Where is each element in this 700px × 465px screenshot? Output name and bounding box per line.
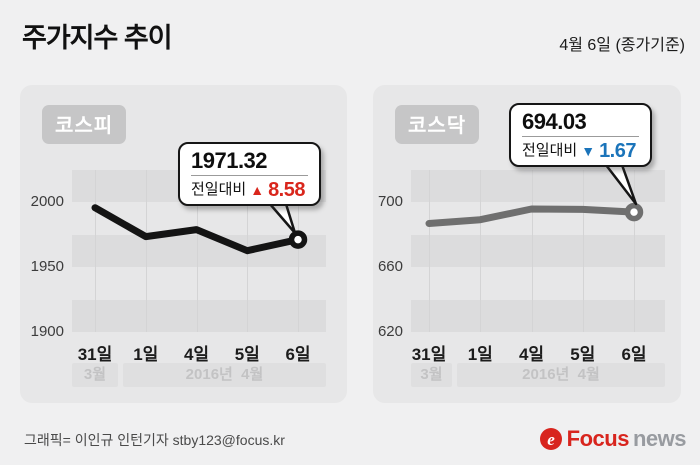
- page-title: 주가지수 추이: [22, 23, 173, 53]
- x-axis-tick-label: 1일: [133, 345, 159, 364]
- month-band-march: 3월: [72, 363, 118, 387]
- down-triangle-icon: ▼: [581, 143, 596, 159]
- vertical-gridline: [634, 170, 635, 332]
- x-axis-tick-label: 6일: [285, 345, 311, 364]
- month-band-april: 2016년 4월: [457, 363, 665, 387]
- last-value-marker: [288, 230, 308, 249]
- date-note: 4월 6일 (종가기준): [559, 37, 685, 54]
- trend-polyline: [91, 204, 302, 255]
- kospi-change-value: 8.58: [268, 179, 305, 201]
- y-axis-tick-label: 660: [377, 258, 403, 276]
- month-band-march: 3월: [411, 363, 452, 387]
- up-triangle-icon: ▲: [250, 182, 265, 198]
- focus-news-logo-icon: e: [539, 428, 562, 450]
- kosdaq-panel: 620 660 700 6일 5일 4일 1일 31일 2016년 4월 3월 코스닥 694.0…: [373, 85, 681, 403]
- y-axis-tick-label: 2000: [30, 193, 64, 211]
- kosdaq-callout-tail: [604, 165, 638, 206]
- kospi-callout-tail: [268, 204, 297, 235]
- logo-suffix-text: news: [632, 426, 687, 451]
- focus-news-logo: e Focus news: [539, 426, 687, 452]
- vertical-gridline: [582, 170, 584, 332]
- kospi-callout: 1971.32 전일대비 ▲ 8.58: [178, 142, 321, 206]
- vertical-gridline: [480, 170, 482, 332]
- kosdaq-chip-label: 코스닥: [395, 105, 480, 144]
- plot-stripe-dark: [411, 299, 665, 332]
- kospi-change-label: 전일대비: [191, 181, 247, 198]
- kosdaq-callout: 694.03 전일대비 ▼ 1.67: [509, 103, 652, 167]
- logo-brand-text: Focus: [566, 426, 630, 451]
- kosdaq-trend-line: [425, 202, 644, 227]
- x-axis-tick-label: 1일: [467, 345, 493, 364]
- kosdaq-change-label: 전일대비: [522, 142, 578, 159]
- y-axis-tick-label: 620: [377, 323, 403, 340]
- last-value-marker: [624, 202, 644, 222]
- plot-stripe-dark: [72, 299, 326, 332]
- y-axis-tick-label: 1900: [30, 323, 64, 340]
- month-band-april: 2016년 4월: [123, 363, 326, 387]
- vertical-gridline: [145, 170, 147, 332]
- x-axis-tick-label: 31일: [77, 345, 113, 364]
- credit-line: 그래픽= 이인규 인턴기자 stby123@focus.kr: [24, 432, 285, 448]
- vertical-gridline: [196, 170, 198, 332]
- vertical-gridline: [531, 170, 533, 332]
- vertical-gridline: [429, 170, 430, 332]
- x-axis-tick-label: 4일: [518, 345, 545, 364]
- x-axis-tick-label: 5일: [234, 345, 260, 364]
- vertical-gridline: [298, 170, 299, 332]
- kospi-panel: 1900 1950 2000 6일 5일 4일 1일 31일 2016년 4월 3월 코스피 19…: [20, 85, 347, 403]
- x-axis-tick-label: 6일: [621, 345, 647, 364]
- kosdaq-last-value: 694.03: [522, 109, 587, 134]
- vertical-gridline: [95, 170, 96, 332]
- svg-text:e: e: [547, 430, 555, 449]
- trend-polyline: [425, 205, 638, 227]
- x-axis-tick-label: 5일: [570, 345, 596, 364]
- y-axis-tick-label: 700: [377, 193, 403, 211]
- callout-divider: [191, 175, 308, 176]
- x-axis-tick-label: 4일: [183, 345, 210, 364]
- plot-stripe-dark: [411, 234, 665, 268]
- kospi-trend-line: [91, 204, 308, 255]
- callout-divider: [522, 136, 639, 137]
- kosdaq-change-value: 1.67: [599, 140, 636, 162]
- kospi-chip-label: 코스피: [42, 105, 127, 144]
- y-axis-tick-label: 1950: [30, 258, 64, 276]
- kospi-last-value: 1971.32: [191, 148, 268, 173]
- x-axis-tick-label: 31일: [411, 345, 447, 364]
